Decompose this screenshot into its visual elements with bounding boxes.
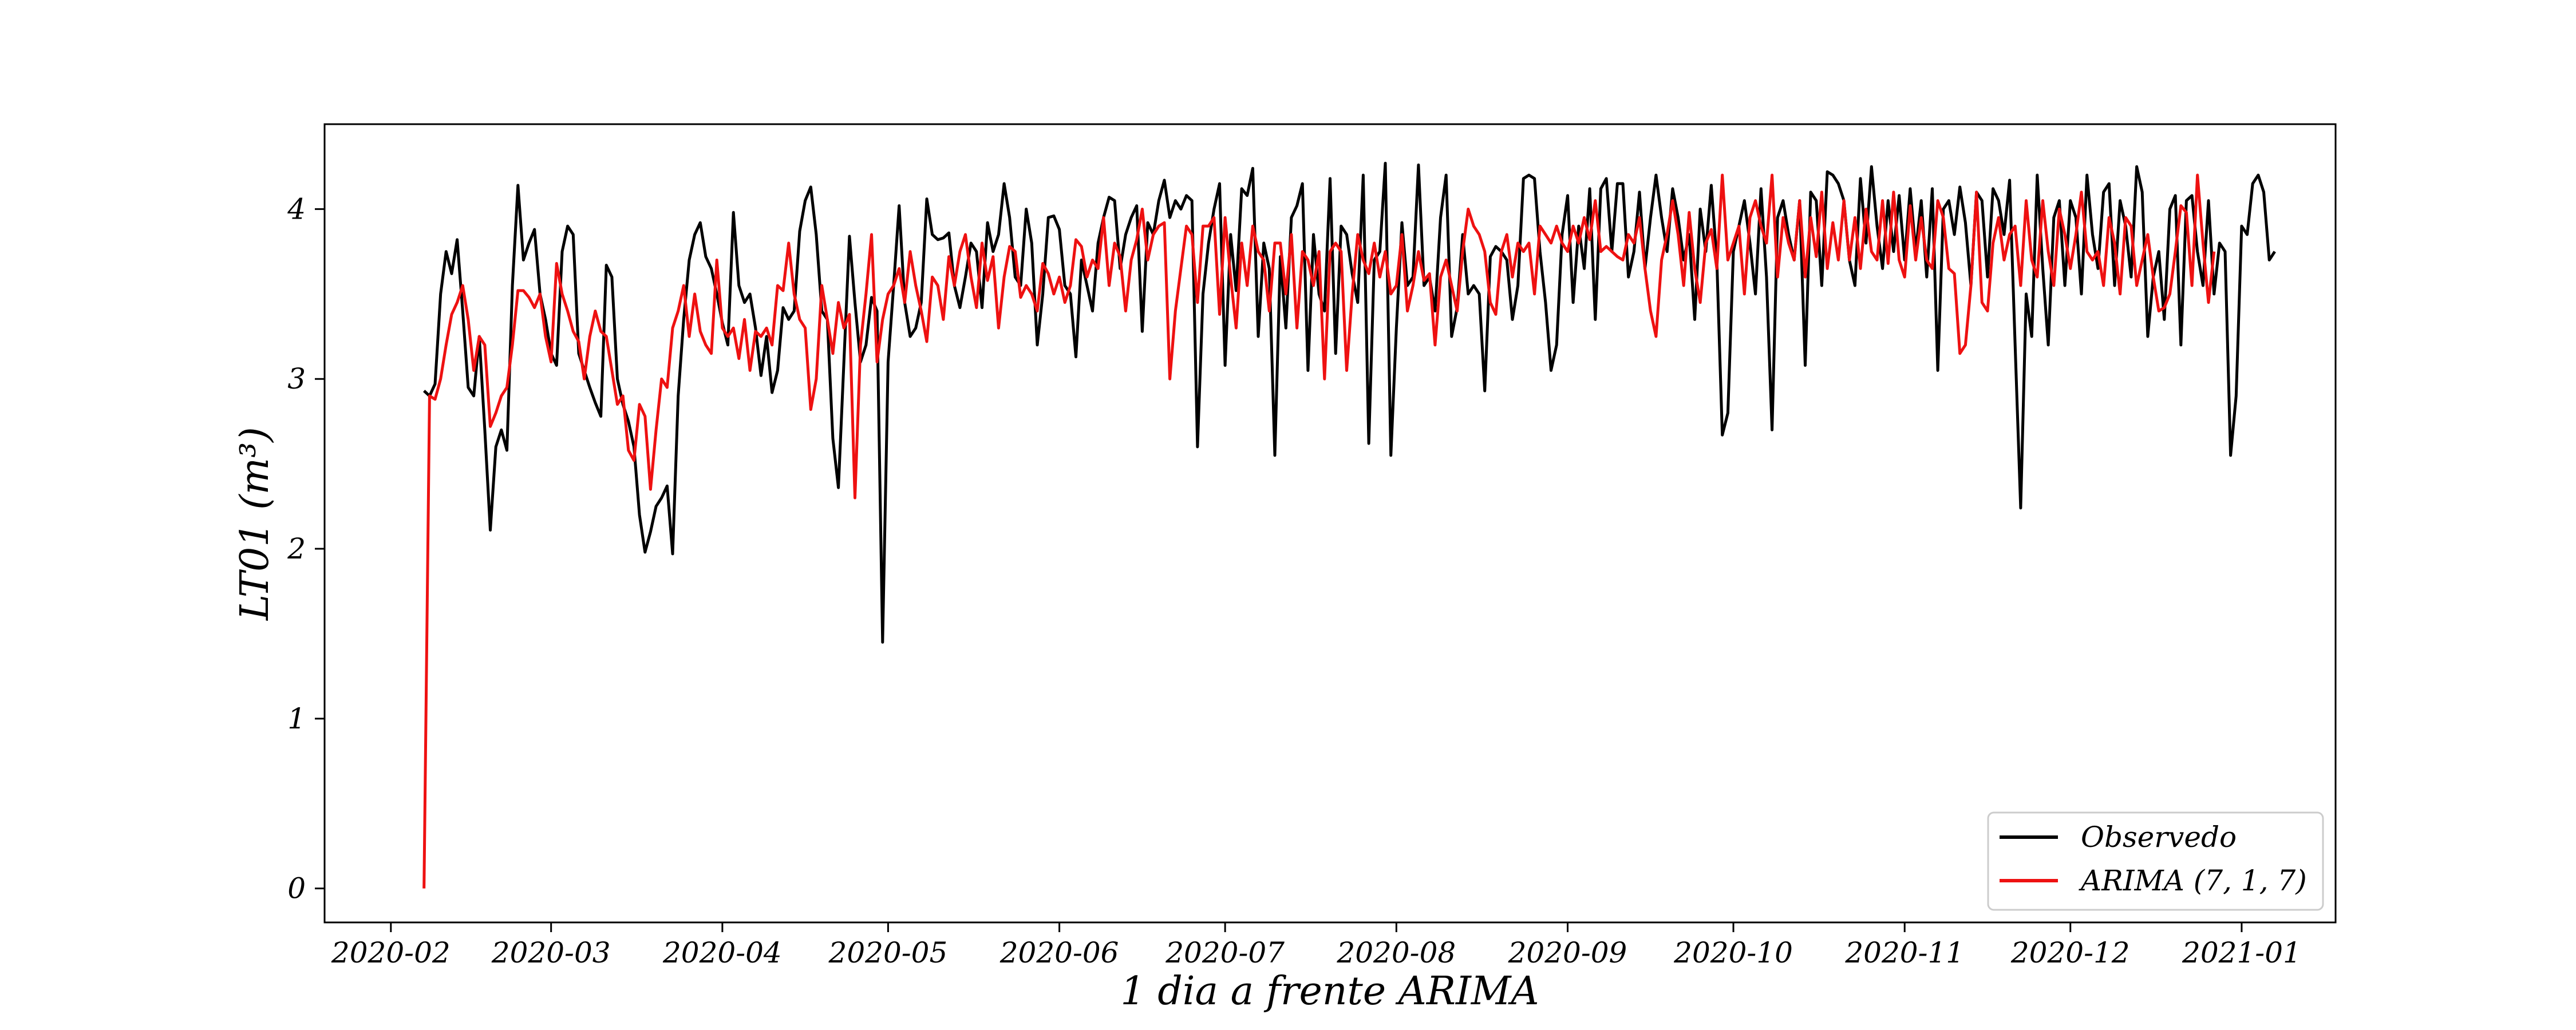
y-tick-label: 3 (287, 362, 306, 395)
x-tick-label: 2020-05 (828, 936, 948, 969)
x-tick-label: 2020-12 (2010, 936, 2130, 969)
legend-box (1987, 811, 2324, 911)
x-tick-label: 2020-10 (1673, 936, 1793, 969)
series-line-arima (422, 173, 2216, 889)
x-axis-title: 1 dia a frente ARIMA (1120, 969, 1539, 1014)
x-tick-label: 2021-01 (2182, 936, 2301, 969)
x-tick-label: 2020-09 (1508, 936, 1627, 969)
series-line-observedo (423, 161, 2276, 644)
x-axis: 2020-02 2020-03 2020-04 2020-05 2020-06 2020-… (331, 922, 2301, 969)
x-tick-label: 2020-11 (1844, 936, 1964, 969)
plot-area-lines (422, 161, 2276, 889)
y-axis-title: LT01 (m³) (232, 427, 278, 621)
x-tick-label: 2020-04 (662, 936, 782, 969)
y-tick-label: 2 (287, 532, 306, 565)
x-tick-label: 2020-02 (331, 936, 451, 969)
x-tick-label: 2020-03 (491, 936, 611, 969)
legend-label-arima: ARIMA (7, 1, 7) (2079, 864, 2307, 897)
x-tick-label: 2020-08 (1336, 936, 1456, 969)
x-tick-label: 2020-06 (999, 936, 1119, 969)
y-tick-label: 1 (287, 702, 306, 735)
legend-label-observedo: Observedo (2081, 821, 2237, 854)
y-tick-label: 4 (287, 192, 306, 225)
y-axis: 0 1 2 3 4 (287, 192, 325, 905)
x-tick-label: 2020-07 (1165, 936, 1285, 969)
plot-frame (323, 123, 2337, 924)
y-tick-label: 0 (287, 872, 306, 905)
legend: Observedo ARIMA (7, 1, 7) (1987, 811, 2324, 911)
